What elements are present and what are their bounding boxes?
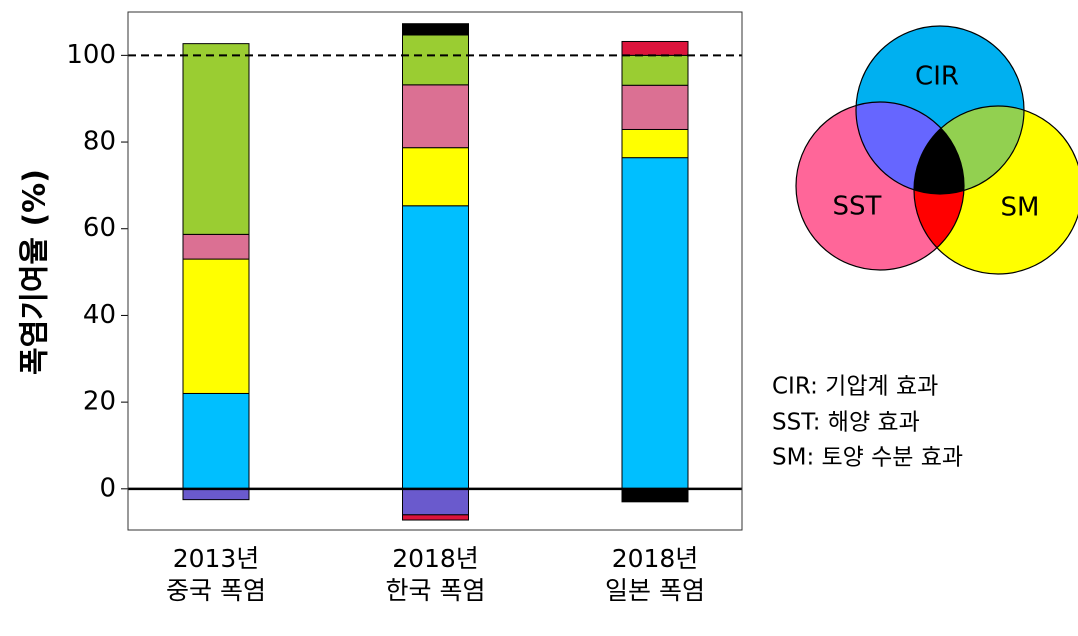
bar-segment [621,157,689,490]
bar-segment [402,488,469,516]
bar-segment [182,488,250,501]
y-tick-label: 0 [99,473,116,503]
x-tick-label: 2013년 [173,544,260,573]
bar-segment [402,514,469,521]
bar-segment [182,233,250,260]
y-tick-label: 80 [83,127,116,157]
y-tick-label: 40 [83,300,116,330]
bar-segment [402,84,469,149]
y-tick-label: 60 [83,213,116,243]
y-tick-label: 100 [66,40,116,70]
x-tick-label: 2018년 [392,544,479,573]
bar-segment [402,34,469,86]
venn-diagram: CIR SST SM [795,25,1078,275]
annotation: CIR: 기압계 효과 [772,374,938,400]
x-tick-label: 한국 폭염 [386,576,486,605]
x-tick-label: 일본 폭염 [605,576,705,605]
bar-segment [621,488,689,503]
x-tick-label: 중국 폭염 [166,576,266,605]
venn-label: SST [833,192,882,222]
bar-segment [182,258,250,394]
bar-segment [621,54,689,86]
y-axis-label: 폭염기여율 (%) [18,169,53,375]
bar-segment [621,128,689,159]
x-tick-label: 2018년 [612,544,699,573]
bar-segment [402,205,469,490]
annotation: SST: 해양 효과 [772,410,920,436]
annotation: SM: 토양 수분 효과 [772,445,963,471]
venn-label: CIR [915,62,959,92]
y-tick-label: 20 [83,387,116,417]
bar-segment [182,392,250,490]
bar-segment [621,84,689,130]
plot-frame [127,11,743,531]
venn-label: SM [1001,193,1040,223]
bar-segment [402,23,469,36]
bar-segment [621,40,689,56]
bar-segment [402,147,469,207]
bar-segment [182,43,250,235]
